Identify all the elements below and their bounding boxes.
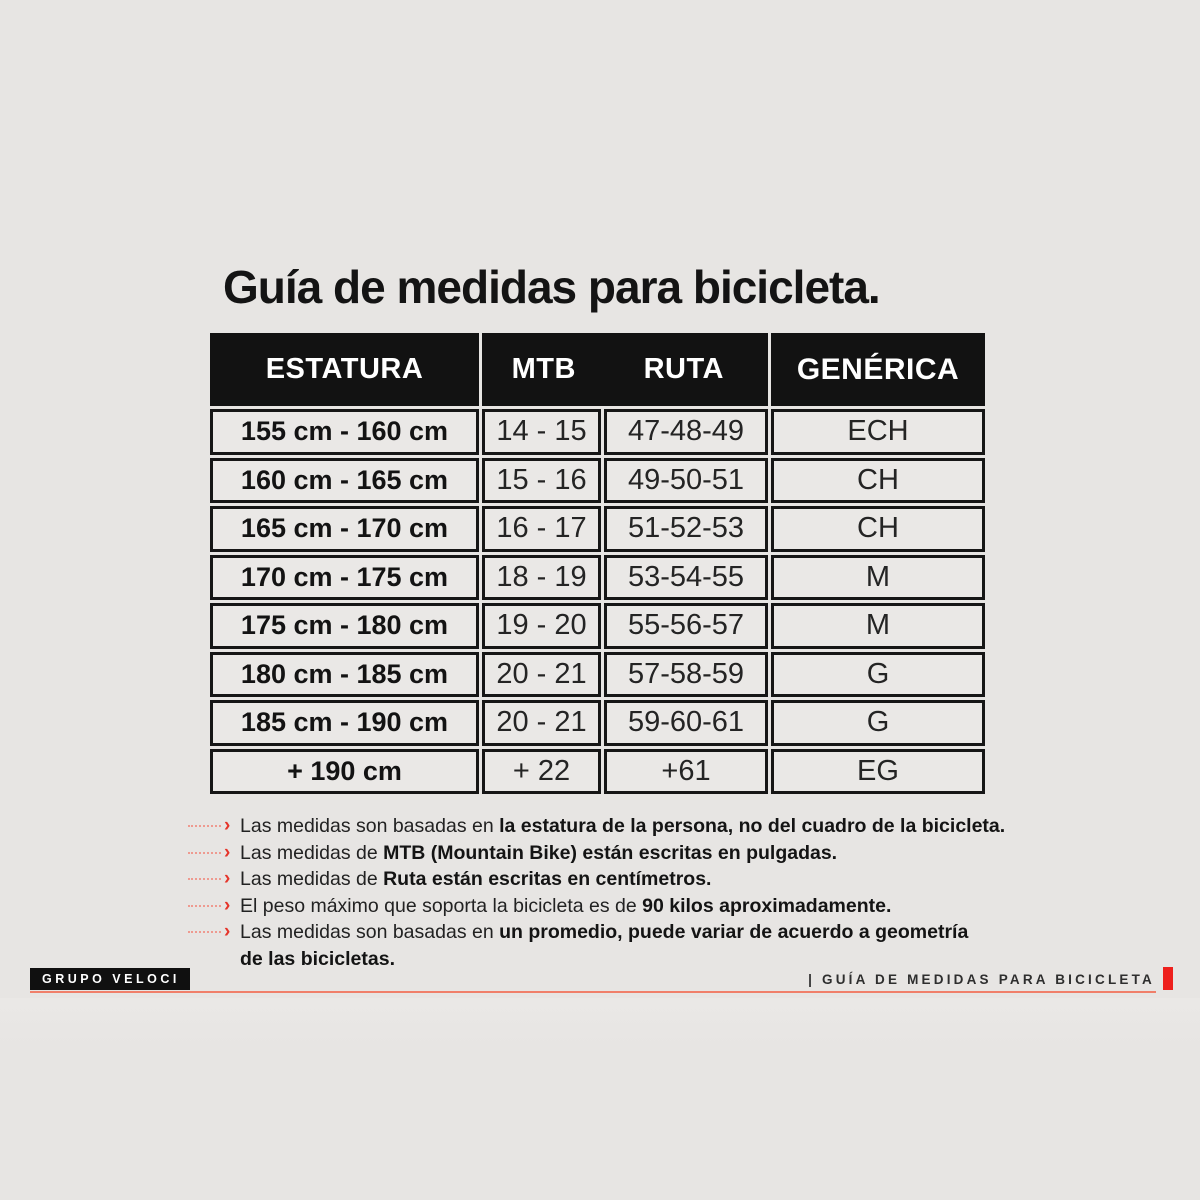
note-item: › Las medidas son basadas en un promedio… (188, 919, 1093, 972)
table-cell-estatura: 170 cm - 175 cm (210, 554, 479, 600)
dotted-leader-icon (188, 878, 221, 880)
note-text: El peso máximo que soporta la bicicleta … (240, 893, 1093, 920)
note-lead: Las medidas son basadas en (240, 815, 500, 837)
table-cell-estatura: 175 cm - 180 cm (210, 603, 479, 649)
note-item: › Las medidas son basadas en la estatura… (188, 813, 1093, 840)
arrow-right-icon: › (224, 894, 231, 916)
note-bold: 90 kilos aproximadamente. (642, 894, 892, 917)
red-marker (1163, 967, 1173, 990)
note-bold: un promedio, puede variar de acuerdo a g… (499, 921, 969, 943)
table-cell-estatura: 160 cm - 165 cm (210, 457, 479, 503)
table-cell-mtb: 18 - 19 (482, 554, 601, 600)
note-lead: Las medidas de (240, 868, 384, 890)
table-cell-estatura: 165 cm - 170 cm (210, 506, 479, 552)
table-cell-mtb: + 22 (482, 748, 601, 794)
table-cell-estatura: 155 cm - 160 cm (210, 409, 479, 455)
arrow-right-icon: › (224, 815, 231, 836)
arrow-right-icon: › (224, 921, 231, 942)
notes-list: › Las medidas son basadas en la estatura… (188, 813, 1093, 972)
header-generica: GENÉRICA (771, 333, 985, 406)
table-cell-ruta: +61 (604, 748, 768, 794)
arrow-right-icon: › (224, 841, 231, 863)
table-cell-mtb: 14 - 15 (482, 409, 601, 455)
dotted-leader-icon (188, 825, 221, 827)
header-estatura: ESTATURA (210, 333, 479, 406)
brand-badge: GRUPO VELOCI (30, 968, 190, 990)
table-cell-ruta: 55-56-57 (604, 603, 768, 649)
header-generica-label: GENÉRICA (796, 352, 960, 386)
size-table: ESTATURA MTB RUTA GENÉRICA 155 cm - 160 … (210, 333, 985, 794)
table-cell-estatura: + 190 cm (210, 748, 479, 794)
note-bold: Ruta están escritas en centímetros. (383, 868, 712, 890)
note-item: › Las medidas de MTB (Mountain Bike) est… (188, 840, 1093, 867)
table-cell-generica: M (771, 554, 985, 600)
note-lead: Las medidas de (240, 841, 384, 864)
header-estatura-label: ESTATURA (265, 353, 424, 385)
dotted-leader-icon (188, 904, 221, 907)
footer-caption: | GUÍA DE MEDIDAS PARA BICICLETA (808, 972, 1155, 987)
table-cell-generica: EG (771, 748, 985, 794)
note-item: › Las medidas de Ruta están escritas en … (188, 866, 1093, 893)
table-cell-ruta: 57-58-59 (604, 651, 768, 697)
note-bold: la estatura de la persona, no del cuadro… (499, 815, 1006, 837)
arrow-right-icon: › (224, 868, 231, 889)
note-text: Las medidas de MTB (Mountain Bike) están… (240, 840, 1093, 867)
table-cell-mtb: 15 - 16 (482, 457, 601, 503)
table-cell-ruta: 51-52-53 (604, 506, 768, 552)
table-cell-mtb: 19 - 20 (482, 603, 601, 649)
table-cell-mtb: 20 - 21 (482, 651, 601, 697)
note-text: Las medidas de Ruta están escritas en ce… (240, 866, 1093, 893)
dotted-leader-icon (188, 851, 221, 854)
table-cell-generica: G (771, 651, 985, 697)
note-text: Las medidas son basadas en un promedio, … (240, 919, 1093, 972)
table-cell-generica: CH (771, 457, 985, 503)
note-lead: Las medidas son basadas en (240, 921, 500, 943)
table-cell-estatura: 180 cm - 185 cm (210, 651, 479, 697)
table-cell-generica: CH (771, 506, 985, 552)
header-ruta-label: RUTA (643, 353, 724, 385)
table-cell-generica: M (771, 603, 985, 649)
note-lead: El peso máximo que soporta la bicicleta … (240, 894, 643, 917)
table-cell-ruta: 59-60-61 (604, 700, 768, 746)
table-cell-mtb: 20 - 21 (482, 700, 601, 746)
note-text: Las medidas son basadas en la estatura d… (240, 813, 1093, 840)
header-mtb-label: MTB (511, 353, 576, 385)
header-mtb-ruta: MTB RUTA (482, 333, 768, 406)
table-cell-ruta: 49-50-51 (604, 457, 768, 503)
table-cell-ruta: 47-48-49 (604, 409, 768, 455)
page-title: Guía de medidas para bicicleta. (223, 261, 881, 313)
note-bold: MTB (Mountain Bike) están escritas en pu… (383, 841, 838, 864)
note-item: › El peso máximo que soporta la biciclet… (188, 893, 1093, 920)
note-bold-line2: de las bicicletas. (240, 947, 396, 970)
table-cell-estatura: 185 cm - 190 cm (210, 700, 479, 746)
table-cell-generica: G (771, 700, 985, 746)
table-cell-mtb: 16 - 17 (482, 506, 601, 552)
table-cell-ruta: 53-54-55 (604, 554, 768, 600)
paper-seam (0, 998, 1200, 1050)
table-cell-generica: ECH (771, 409, 985, 455)
footer-rule (30, 991, 1156, 993)
dotted-leader-icon (188, 931, 221, 933)
